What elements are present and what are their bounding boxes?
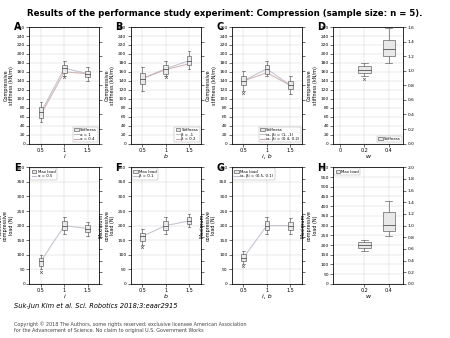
Y-axis label: Maximum
compressive
load (N): Maximum compressive load (N) — [99, 210, 115, 241]
Text: G: G — [216, 163, 224, 173]
Bar — [187, 217, 191, 224]
Text: Copyright © 2018 The Authors, some rights reserved; exclusive licensee American : Copyright © 2018 The Authors, some right… — [14, 322, 246, 333]
X-axis label: i: i — [63, 154, 65, 159]
Bar — [86, 71, 90, 77]
Legend: Max load: Max load — [334, 168, 360, 175]
Text: F: F — [115, 163, 122, 173]
Text: D: D — [318, 22, 325, 32]
Y-axis label: Compressive
stiffness (kN/m): Compressive stiffness (kN/m) — [206, 66, 216, 105]
Bar — [163, 65, 168, 74]
Y-axis label: Maximum
compressive
load (N): Maximum compressive load (N) — [301, 210, 318, 241]
Y-axis label: Compressive
stiffness (kN/m): Compressive stiffness (kN/m) — [3, 66, 14, 105]
X-axis label: w: w — [365, 154, 371, 159]
X-axis label: b: b — [164, 294, 167, 299]
Text: E: E — [14, 163, 20, 173]
Bar — [241, 76, 246, 86]
Bar — [140, 233, 144, 241]
Text: A: A — [14, 22, 21, 32]
Text: Suk-Jun Kim et al. Sci. Robotics 2018;3:eaar2915: Suk-Jun Kim et al. Sci. Robotics 2018;3:… — [14, 303, 177, 309]
Legend: Max load, β = 0.1: Max load, β = 0.1 — [132, 168, 158, 180]
Bar — [288, 221, 292, 230]
Bar — [62, 221, 67, 230]
Bar — [265, 221, 269, 230]
Bar — [140, 73, 144, 84]
Text: H: H — [318, 163, 326, 173]
Bar — [39, 258, 43, 266]
Legend: Stiffness, β = -1, β = 0.2: Stiffness, β = -1, β = 0.2 — [174, 127, 199, 143]
Y-axis label: Compressive
stiffness (kN/m): Compressive stiffness (kN/m) — [104, 66, 115, 105]
Bar — [39, 107, 43, 118]
X-axis label: i, b: i, b — [262, 154, 272, 159]
Text: B: B — [115, 22, 122, 32]
Bar — [86, 225, 90, 232]
X-axis label: b: b — [164, 154, 167, 159]
Bar — [62, 65, 67, 73]
Y-axis label: Maximum
compressive
load (N): Maximum compressive load (N) — [200, 210, 216, 241]
Legend: Stiffness, ia, βi = (1, -1), ia, βi = (0.4, 0.2): Stiffness, ia, βi = (1, -1), ia, βi = (0… — [259, 127, 301, 143]
Legend: Stiffness: Stiffness — [377, 136, 402, 143]
Bar — [163, 221, 168, 230]
Bar — [187, 56, 191, 65]
Bar — [358, 242, 370, 248]
Y-axis label: Compressive
stiffness (kN/m): Compressive stiffness (kN/m) — [307, 66, 318, 105]
Bar — [358, 66, 370, 73]
Bar — [241, 254, 246, 261]
Bar — [382, 212, 395, 231]
Bar — [382, 40, 395, 56]
X-axis label: w: w — [365, 294, 371, 299]
Text: Results of the performance study experiment: Compression (sample size: n = 5).: Results of the performance study experim… — [27, 9, 423, 19]
Y-axis label: Maximum
compressive
load (N): Maximum compressive load (N) — [0, 210, 14, 241]
Legend: Stiffness, α = 1, α = 0.4: Stiffness, α = 1, α = 0.4 — [73, 127, 98, 143]
Text: C: C — [216, 22, 224, 32]
Legend: Max load, α = 0.5: Max load, α = 0.5 — [31, 168, 57, 180]
Bar — [288, 81, 292, 89]
Bar — [265, 65, 269, 74]
X-axis label: i: i — [63, 294, 65, 299]
Legend: Max load, ia, βi = (0.5, 0.1): Max load, ia, βi = (0.5, 0.1) — [233, 168, 274, 180]
X-axis label: i, b: i, b — [262, 294, 272, 299]
